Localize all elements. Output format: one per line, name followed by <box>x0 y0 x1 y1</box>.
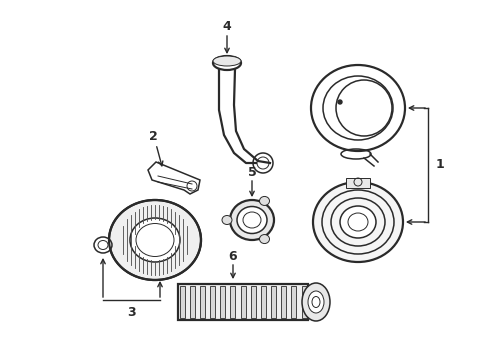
Ellipse shape <box>237 207 267 234</box>
Ellipse shape <box>302 283 330 321</box>
Bar <box>251 286 256 318</box>
Ellipse shape <box>213 56 241 66</box>
Bar <box>220 286 225 318</box>
Bar <box>179 286 185 318</box>
Bar <box>178 284 308 320</box>
Ellipse shape <box>308 291 324 313</box>
Ellipse shape <box>222 216 232 225</box>
Bar <box>190 286 195 318</box>
Ellipse shape <box>94 237 112 253</box>
Ellipse shape <box>130 218 180 262</box>
Ellipse shape <box>109 200 201 280</box>
Bar <box>210 286 215 318</box>
Ellipse shape <box>260 235 270 244</box>
Bar <box>230 286 235 318</box>
Ellipse shape <box>260 197 270 206</box>
Text: 3: 3 <box>127 306 136 319</box>
Bar <box>301 286 307 318</box>
Text: 1: 1 <box>436 158 444 171</box>
Bar <box>200 286 205 318</box>
Bar <box>281 286 286 318</box>
Text: 2: 2 <box>148 130 157 144</box>
Ellipse shape <box>313 182 403 262</box>
Text: 6: 6 <box>229 249 237 262</box>
Circle shape <box>338 100 342 104</box>
Bar <box>241 286 245 318</box>
Bar <box>261 286 266 318</box>
Bar <box>292 286 296 318</box>
Text: 5: 5 <box>247 166 256 179</box>
Bar <box>346 178 370 188</box>
Bar <box>271 286 276 318</box>
Ellipse shape <box>340 206 376 238</box>
Ellipse shape <box>230 200 274 240</box>
Text: 4: 4 <box>222 21 231 33</box>
